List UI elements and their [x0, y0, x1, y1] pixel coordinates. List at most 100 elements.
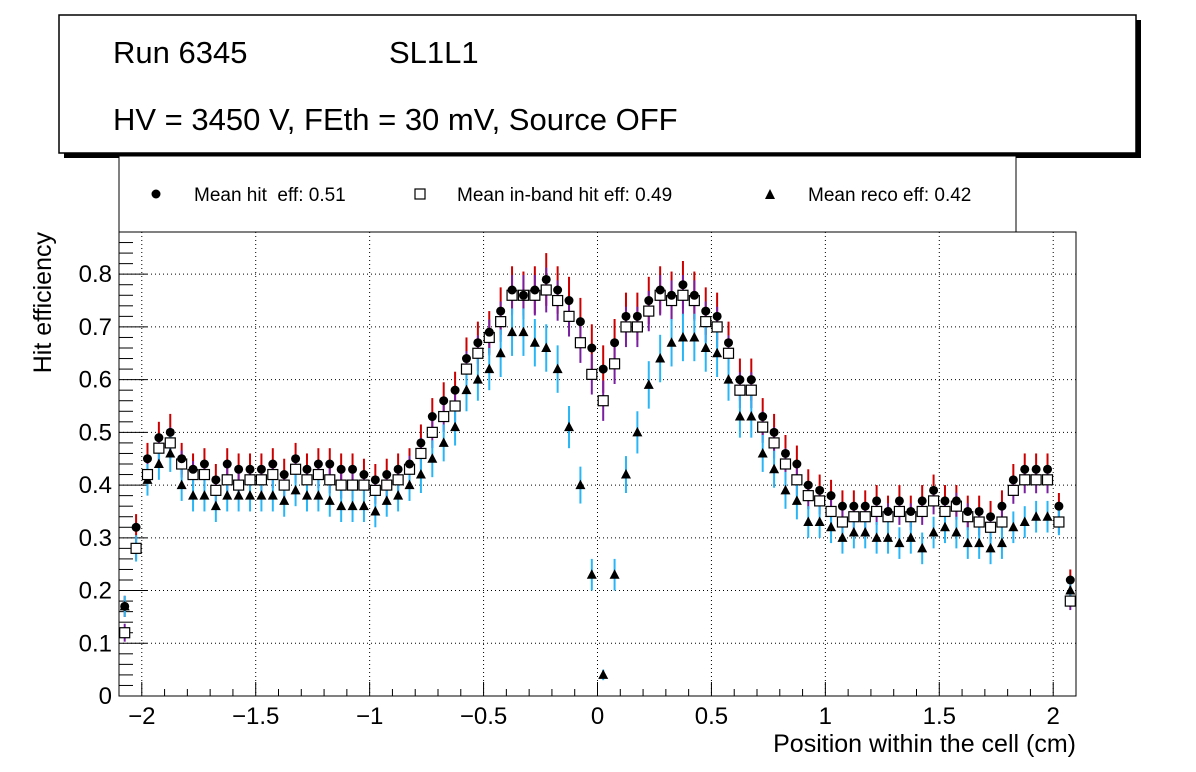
reco-point [336, 500, 347, 511]
grid [119, 232, 1076, 696]
hit-point [393, 464, 403, 474]
inband-point [745, 384, 757, 396]
inband-point [711, 321, 723, 333]
hit-point [439, 396, 449, 406]
hit-point [416, 438, 426, 448]
reco-point [495, 347, 506, 358]
hit-point [1020, 464, 1030, 474]
legend-marker-hit [151, 189, 161, 199]
y-tick-label: 0.1 [79, 630, 112, 657]
reco-point [290, 484, 301, 495]
inband-point [164, 437, 176, 449]
reco-point [461, 384, 472, 395]
hit-point [245, 464, 255, 474]
reco-point [507, 326, 518, 337]
hit-point [951, 496, 961, 506]
hit-point [313, 459, 323, 469]
y-tick-label: 0 [99, 683, 112, 710]
hit-point [792, 459, 802, 469]
hit-point [986, 512, 996, 522]
reco-point [712, 347, 723, 358]
inband-point [1064, 595, 1076, 607]
reco-point [620, 469, 631, 479]
reco-point [267, 490, 278, 500]
run-label: Run 6345 [113, 35, 247, 70]
x-tick-label: 1.5 [923, 703, 956, 730]
hit-point [1065, 575, 1075, 585]
inband-point [233, 479, 245, 491]
hit-point [1008, 475, 1018, 485]
reco-point [575, 479, 586, 490]
reco-point [324, 495, 335, 505]
hit-point [530, 285, 540, 295]
inband-point [939, 505, 951, 518]
reco-point [222, 490, 233, 500]
reco-point [894, 537, 905, 548]
reco-point [951, 527, 962, 537]
hit-point [359, 470, 369, 480]
hit-point [553, 285, 563, 295]
hit-point [621, 311, 631, 321]
reco-point [826, 521, 837, 532]
reco-point [233, 490, 244, 500]
x-tick-label: 0.5 [695, 703, 728, 730]
x-axis: −2 −1.5 −1 −0.5 0 0.5 1 1.5 2 [118, 682, 1077, 730]
inband-point [768, 437, 780, 449]
reco-point [757, 447, 768, 458]
hit-point [279, 470, 289, 480]
hit-point [906, 506, 916, 516]
inband-point [836, 516, 849, 528]
reco-point [165, 447, 176, 458]
hit-point [382, 470, 392, 480]
hit-point [211, 475, 221, 485]
reco-point [769, 463, 780, 474]
inband-point [700, 316, 712, 328]
reco-point [279, 495, 290, 505]
y-tick-label: 0.6 [79, 367, 112, 394]
reco-point [655, 353, 666, 363]
inband-point [996, 516, 1008, 528]
inband-point [392, 474, 404, 486]
reco-point [1042, 511, 1053, 521]
reco-point [518, 326, 529, 337]
hit-point [780, 448, 790, 458]
hit-point [575, 317, 585, 327]
reco-point [917, 542, 928, 553]
reco-point [871, 532, 882, 542]
y-tick-label: 0.4 [79, 472, 112, 499]
hit-point [291, 454, 301, 464]
inband-point [141, 468, 154, 481]
inband-point [210, 484, 222, 496]
legend-label-reco: Mean reco eff: 0.42 [808, 185, 971, 206]
inband-point [677, 289, 689, 301]
hit-point [120, 601, 130, 611]
inband-point [1007, 484, 1019, 496]
hit-point [803, 480, 813, 490]
reco-point [985, 542, 996, 553]
reco-point [666, 337, 677, 347]
x-tick-label: −1 [356, 703, 383, 730]
legend-label-inband: Mean in-band hit eff: 0.49 [457, 185, 672, 206]
reco-point [245, 490, 256, 500]
x-tick-label: −1.5 [232, 703, 279, 730]
hit-point [974, 506, 984, 516]
reco-point [734, 411, 745, 421]
hit-point [997, 501, 1007, 511]
inband-point [324, 474, 336, 486]
inband-point [825, 505, 837, 518]
inband-point [130, 542, 142, 554]
hit-point [450, 385, 460, 395]
y-tick-label: 0.5 [79, 419, 112, 446]
data-series [119, 253, 1076, 681]
reco-point [381, 495, 392, 505]
hit-point [667, 290, 677, 300]
reco-point [803, 516, 814, 526]
inband-point [540, 284, 552, 296]
inband-point [255, 474, 268, 486]
hit-point [268, 459, 278, 469]
reco-point [188, 490, 199, 500]
inband-point [312, 468, 324, 481]
inband-point [1019, 474, 1031, 486]
inband-point [244, 474, 256, 486]
inband-point [438, 410, 450, 423]
